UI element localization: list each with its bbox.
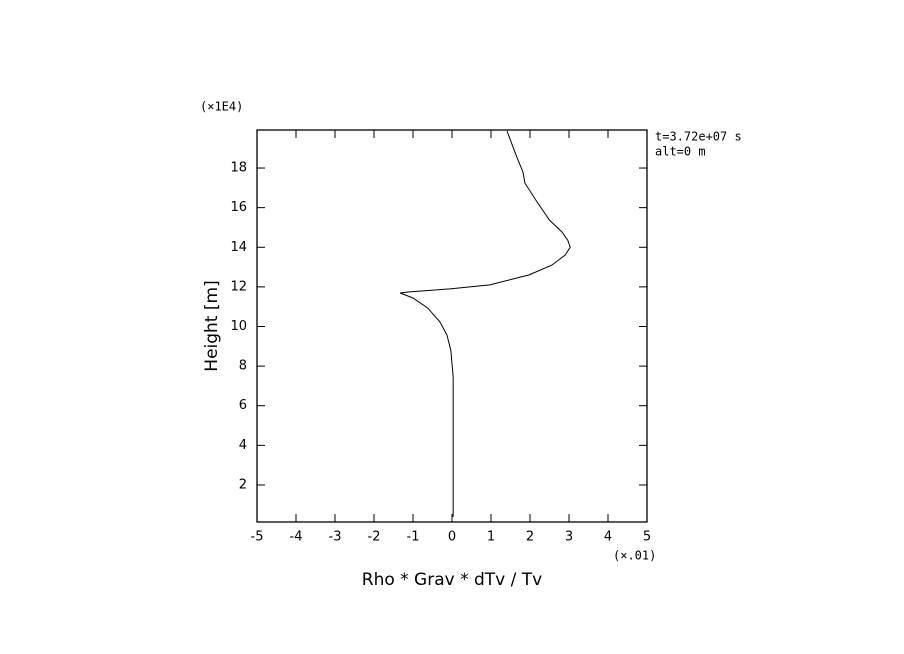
y-tick-label: 12	[230, 279, 247, 294]
x-tick-label: 3	[565, 530, 573, 545]
annotation: alt=0 m	[655, 145, 706, 159]
x-tick-label: 1	[487, 530, 495, 545]
data-line	[399, 130, 571, 518]
x-tick-label: -5	[251, 530, 264, 545]
x-tick-label: 4	[604, 530, 612, 545]
y-tick-label: 6	[239, 398, 247, 413]
x-axis-title: Rho * Grav * dTv / Tv	[362, 570, 542, 590]
x-tick-label: -4	[290, 530, 303, 545]
annotation: t=3.72e+07 s	[655, 130, 742, 144]
x-tick-label: 2	[526, 530, 534, 545]
x-tick-label: -1	[407, 530, 420, 545]
y-tick-label: 10	[230, 319, 247, 334]
y-tick-label: 2	[239, 477, 247, 492]
y-tick-label: 18	[230, 161, 247, 176]
y-tick-label: 16	[230, 200, 247, 215]
x-tick-label: 5	[643, 530, 651, 545]
x-multiplier: (×.01)	[613, 549, 656, 563]
x-tick-label: -2	[368, 530, 381, 545]
y-tick-label: 8	[239, 359, 247, 374]
x-tick-label: 0	[448, 530, 456, 545]
y-tick-label: 4	[239, 438, 247, 453]
y-tick-label: 14	[230, 240, 247, 255]
plot-frame	[256, 129, 648, 523]
y-axis-title: Height [m]	[202, 280, 222, 371]
y-multiplier: (×1E4)	[200, 100, 243, 114]
x-tick-label: -3	[329, 530, 342, 545]
